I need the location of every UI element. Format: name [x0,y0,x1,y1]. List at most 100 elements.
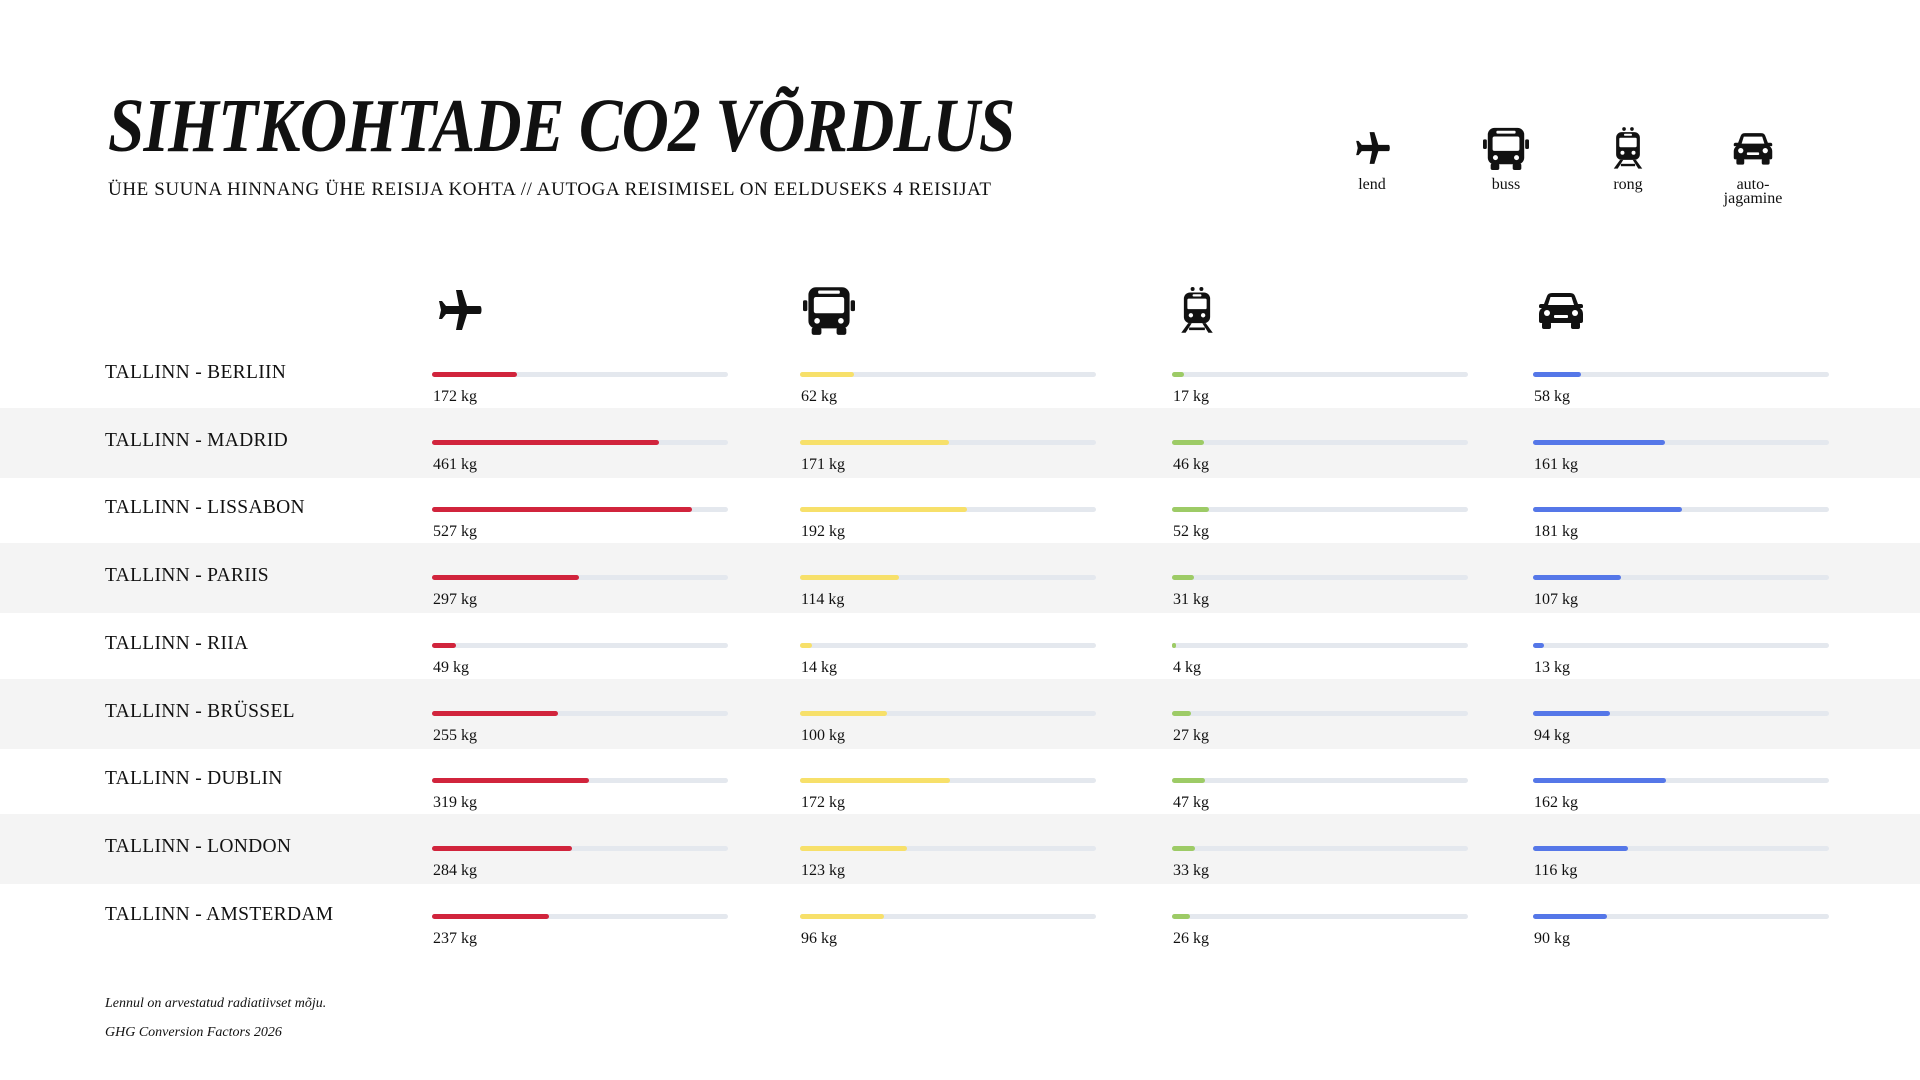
value-label: 172 kg [433,388,477,405]
bar [432,710,558,716]
value-label: 319 kg [433,794,477,812]
bar [1533,845,1629,851]
value-label: 17 kg [1173,388,1209,405]
value-label: 52 kg [1173,523,1209,541]
bar-track [1172,372,1468,377]
value-label: 33 kg [1173,861,1209,879]
value-label: 27 kg [1173,726,1209,744]
value-label: 255 kg [433,726,477,744]
bar [1172,642,1176,648]
bar-track [432,575,728,581]
bar [432,778,590,784]
train-icon [1176,282,1218,338]
bar [800,507,968,513]
value-label: 172 kg [801,794,845,812]
bar-track [1172,507,1468,513]
bar-track [432,913,728,919]
bar-track [1172,913,1468,919]
row-label: TALLINN - AMSTERDAM [105,903,334,925]
row-label: TALLINN - BERLIIN [105,362,287,383]
bar-track [800,642,1096,648]
bar [1533,575,1621,581]
bar [800,710,888,716]
bar [800,913,884,919]
bar-track [1172,710,1468,716]
bar-track [1533,439,1829,445]
bar-track [800,845,1096,851]
bar-track [1533,845,1829,851]
bar [800,642,813,648]
bar-track [432,507,728,513]
legend-item: lend [1317,124,1427,193]
bar-track [800,439,1096,445]
bar-track [432,372,728,377]
row-label: TALLINN - LONDON [105,835,292,857]
legend-item: auto-jagamine [1698,124,1808,207]
legend-label: buss [1451,176,1561,193]
value-label: 49 kg [433,658,469,676]
row-label: TALLINN - BRÜSSEL [105,700,295,722]
row-label: TALLINN - DUBLIN [105,768,283,790]
value-label: 192 kg [801,523,845,541]
value-label: 58 kg [1534,388,1570,405]
value-label: 31 kg [1173,591,1209,609]
value-label: 100 kg [801,726,845,744]
train-icon [1573,124,1683,172]
bar [432,439,660,445]
bar [1172,845,1196,851]
value-label: 123 kg [801,861,845,879]
bar [432,642,457,648]
bar [1533,710,1611,716]
legend-label-line: lend [1358,176,1386,193]
bar-track [800,575,1096,581]
bar-track [432,710,728,716]
bar-track [1533,507,1829,513]
value-label: 4 kg [1173,658,1201,676]
bar [1172,439,1205,445]
bar-track [432,439,728,445]
bar-track [1533,575,1829,581]
bar [432,372,517,377]
bar-track [800,372,1096,377]
value-label: 237 kg [433,929,477,947]
value-label: 171 kg [801,455,845,473]
bar [1172,710,1192,716]
value-label: 90 kg [1534,929,1570,947]
bar [1533,913,1607,919]
plane-icon [432,282,486,338]
value-label: 162 kg [1534,794,1578,812]
bar-track [800,507,1096,513]
bar [1172,913,1191,919]
row-label: TALLINN - MADRID [105,429,289,451]
bar [432,507,692,513]
row-label: TALLINN - PARIIS [105,565,269,587]
legend-label: auto-jagamine [1698,176,1808,207]
bar-track [432,778,728,784]
bar [800,439,949,445]
legend-label-line: jagamine [1723,190,1783,207]
bar [1533,642,1544,648]
bar [800,845,908,851]
value-label: 62 kg [801,388,837,405]
bar [432,913,549,919]
bar-track [432,642,728,648]
page-subtitle: ÜHE SUUNA HINNANG ÜHE REISIJA KOHTA // A… [108,179,992,200]
legend-label-line: buss [1491,176,1521,193]
bar-track [1533,913,1829,919]
bar [1172,507,1209,513]
value-label: 96 kg [801,929,837,947]
bar [1172,575,1194,581]
value-label: 46 kg [1173,455,1209,473]
value-label: 13 kg [1534,658,1570,676]
value-label: 527 kg [433,523,477,541]
bar [1533,778,1667,784]
bar [1533,372,1581,377]
legend-label-line: auto- [1736,176,1770,193]
row-label: TALLINN - LISSABON [105,497,305,519]
legend-item: buss [1451,124,1561,193]
footnote: Lennul on arvestatud radiatiivset mõju. [105,996,327,1011]
bus-icon [1451,124,1561,172]
bar-track [1533,710,1829,716]
value-label: 161 kg [1534,455,1578,473]
bar-track [800,778,1096,784]
